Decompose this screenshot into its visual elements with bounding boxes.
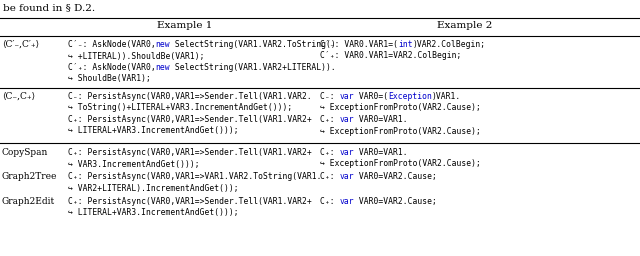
Text: ↪ ExceptionFromProto(VAR2.Cause);: ↪ ExceptionFromProto(VAR2.Cause); [320, 126, 481, 135]
Text: ⟨C′₋,C′₊⟩: ⟨C′₋,C′₊⟩ [2, 40, 39, 49]
Text: var: var [339, 115, 354, 124]
Text: Graph2Edit: Graph2Edit [2, 197, 55, 206]
Text: C₋:: C₋: [320, 92, 339, 101]
Text: Example 1: Example 1 [157, 21, 212, 30]
Text: VAR0=VAR1.: VAR0=VAR1. [354, 148, 408, 157]
Text: ↪ +LITERAL)).ShouldBe(VAR1);: ↪ +LITERAL)).ShouldBe(VAR1); [68, 51, 205, 60]
Text: )VAR2.ColBegin;: )VAR2.ColBegin; [413, 40, 486, 49]
Text: C₊: PersistAsync(VAR0,VAR1=>Sender.Tell(VAR1.VAR2+: C₊: PersistAsync(VAR0,VAR1=>Sender.Tell(… [68, 197, 312, 206]
Text: )VAR1.: )VAR1. [432, 92, 461, 101]
Text: C′₋: AskNode(VAR0,: C′₋: AskNode(VAR0, [68, 40, 156, 49]
Text: ↪ VAR3.IncrementAndGet()));: ↪ VAR3.IncrementAndGet())); [68, 159, 200, 168]
Text: C′₊: AskNode(VAR0,: C′₊: AskNode(VAR0, [68, 63, 156, 72]
Text: Example 2: Example 2 [437, 21, 493, 30]
Text: ↪ ToString()+LITERAL+VAR3.IncrementAndGet()));: ↪ ToString()+LITERAL+VAR3.IncrementAndGe… [68, 103, 292, 112]
Text: C₊:: C₊: [320, 172, 339, 181]
Text: ↪ LITERAL+VAR3.IncrementAndGet()));: ↪ LITERAL+VAR3.IncrementAndGet())); [68, 208, 239, 218]
Text: Graph2Tree: Graph2Tree [2, 172, 58, 181]
Text: var: var [339, 92, 354, 101]
Text: ↪ LITERAL+VAR3.IncrementAndGet()));: ↪ LITERAL+VAR3.IncrementAndGet())); [68, 126, 239, 135]
Text: SelectString(VAR1.VAR2.ToString(): SelectString(VAR1.VAR2.ToString() [170, 40, 336, 49]
Text: C₊:: C₊: [320, 197, 339, 206]
Text: VAR0=VAR1.: VAR0=VAR1. [354, 115, 408, 124]
Text: C₊: PersistAsync(VAR0,VAR1=>VAR1.VAR2.ToString(VAR1.: C₊: PersistAsync(VAR0,VAR1=>VAR1.VAR2.To… [68, 172, 321, 181]
Text: ↪ ExceptionFromProto(VAR2.Cause);: ↪ ExceptionFromProto(VAR2.Cause); [320, 103, 481, 112]
Text: VAR0=(: VAR0=( [354, 92, 388, 101]
Text: ↪ ExceptionFromProto(VAR2.Cause);: ↪ ExceptionFromProto(VAR2.Cause); [320, 159, 481, 168]
Text: C₊:: C₊: [320, 115, 339, 124]
Text: ↪ VAR2+LITERAL).IncrementAndGet());: ↪ VAR2+LITERAL).IncrementAndGet()); [68, 184, 239, 193]
Text: var: var [339, 172, 354, 181]
Text: var: var [339, 148, 354, 157]
Text: C′₋: VAR0.VAR1=(: C′₋: VAR0.VAR1=( [320, 40, 398, 49]
Text: C₊:: C₊: [320, 148, 339, 157]
Text: new: new [156, 40, 170, 49]
Text: ↪ ShouldBe(VAR1);: ↪ ShouldBe(VAR1); [68, 74, 151, 83]
Text: C₋: PersistAsync(VAR0,VAR1=>Sender.Tell(VAR1.VAR2.: C₋: PersistAsync(VAR0,VAR1=>Sender.Tell(… [68, 92, 312, 101]
Text: ⟨C₋,C₊⟩: ⟨C₋,C₊⟩ [2, 92, 35, 101]
Text: Exception: Exception [388, 92, 432, 101]
Text: SelectString(VAR1.VAR2+LITERAL)).: SelectString(VAR1.VAR2+LITERAL)). [170, 63, 336, 72]
Text: C₊: PersistAsync(VAR0,VAR1=>Sender.Tell(VAR1.VAR2+: C₊: PersistAsync(VAR0,VAR1=>Sender.Tell(… [68, 115, 312, 124]
Text: int: int [398, 40, 413, 49]
Text: new: new [156, 63, 170, 72]
Text: C′₊: VAR0.VAR1=VAR2.ColBegin;: C′₊: VAR0.VAR1=VAR2.ColBegin; [320, 51, 461, 60]
Text: var: var [339, 197, 354, 206]
Text: be found in § D.2.: be found in § D.2. [3, 3, 95, 12]
Text: VAR0=VAR2.Cause;: VAR0=VAR2.Cause; [354, 172, 437, 181]
Text: VAR0=VAR2.Cause;: VAR0=VAR2.Cause; [354, 197, 437, 206]
Text: CopySpan: CopySpan [2, 148, 49, 157]
Text: C₊: PersistAsync(VAR0,VAR1=>Sender.Tell(VAR1.VAR2+: C₊: PersistAsync(VAR0,VAR1=>Sender.Tell(… [68, 148, 312, 157]
